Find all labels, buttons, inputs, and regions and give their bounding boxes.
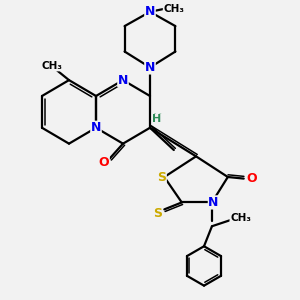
Text: S: S bbox=[157, 170, 166, 184]
Text: N: N bbox=[208, 196, 219, 209]
Text: H: H bbox=[153, 113, 163, 123]
Text: N: N bbox=[145, 61, 155, 74]
Text: O: O bbox=[246, 172, 257, 185]
Text: N: N bbox=[91, 121, 101, 134]
Text: CH₃: CH₃ bbox=[163, 4, 184, 14]
Text: CH₃: CH₃ bbox=[41, 61, 62, 71]
Text: N: N bbox=[145, 5, 155, 18]
Text: O: O bbox=[99, 156, 109, 169]
Text: S: S bbox=[153, 207, 162, 220]
Text: N: N bbox=[118, 74, 128, 87]
Text: CH₃: CH₃ bbox=[230, 213, 251, 223]
Text: H: H bbox=[152, 114, 162, 124]
